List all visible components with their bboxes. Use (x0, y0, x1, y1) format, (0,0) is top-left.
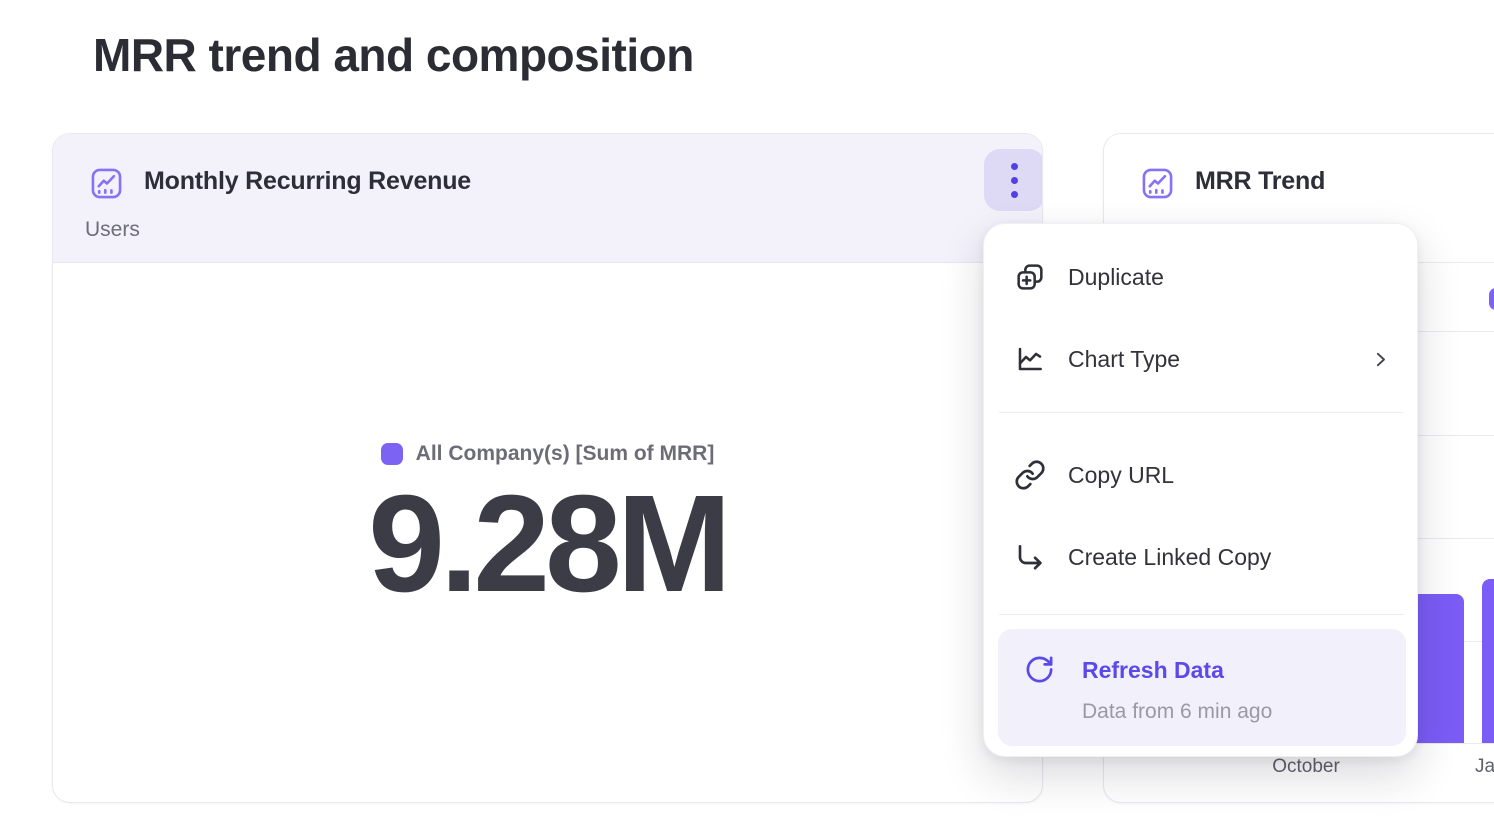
kebab-dot (1011, 162, 1018, 170)
refresh-data-label: Refresh Data (1082, 657, 1224, 683)
menu-item-label: Copy URL (1068, 461, 1175, 488)
kpi-value: 9.28M (368, 467, 732, 621)
menu-item-copy-url[interactable]: Copy URL (1014, 451, 1391, 499)
x-tick-january: Ja (1475, 756, 1494, 777)
refresh-data-freshness: Data from 6 min ago (1082, 700, 1273, 723)
menu-item-refresh-data[interactable]: Refresh Data Data from 6 min ago (998, 629, 1406, 746)
menu-item-create-linked-copy[interactable]: Create Linked Copy (1014, 533, 1391, 581)
mrr-card-title: Monthly Recurring Revenue (144, 167, 471, 195)
mrr-card-body: All Company(s) [Sum of MRR] 9.28M (53, 264, 1042, 802)
menu-item-label: Duplicate (1068, 263, 1164, 290)
menu-item-label: Create Linked Copy (1068, 543, 1272, 570)
menu-item-label: Chart Type (1068, 345, 1181, 372)
legend-swatch (380, 443, 403, 465)
menu-divider (999, 412, 1404, 413)
menu-divider (999, 614, 1404, 615)
bar-january-group[interactable] (1482, 579, 1494, 743)
chart-widget-icon (91, 168, 122, 199)
mrr-card-subtitle: Users (85, 218, 140, 241)
x-tick-october: October (1272, 756, 1340, 777)
kebab-dot (1011, 176, 1018, 184)
chevron-right-icon (1376, 352, 1385, 366)
linked-copy-arrow-icon (1018, 545, 1042, 570)
card-options-menu: Duplicate Chart Type Copy URL (983, 223, 1418, 757)
chart-type-icon (1018, 347, 1042, 371)
duplicate-icon (1017, 264, 1043, 290)
kebab-dot (1011, 190, 1018, 198)
kpi-legend: All Company(s) [Sum of MRR] (380, 442, 715, 466)
card-options-button[interactable] (984, 149, 1042, 211)
link-icon (1015, 460, 1045, 490)
mrr-number-card: Monthly Recurring Revenue Users All Comp… (52, 133, 1043, 803)
chart-widget-icon (1142, 168, 1173, 199)
legend-label: All Company(s) [Sum of MRR] (415, 442, 715, 465)
page-title: MRR trend and composition (93, 29, 694, 81)
trend-legend-swatch (1489, 288, 1494, 310)
menu-item-chart-type[interactable]: Chart Type (1014, 335, 1391, 383)
refresh-icon (1026, 656, 1053, 683)
trend-card-title: MRR Trend (1195, 167, 1326, 195)
mrr-card-header: Monthly Recurring Revenue Users (53, 134, 1042, 263)
menu-item-duplicate[interactable]: Duplicate (1014, 253, 1391, 301)
